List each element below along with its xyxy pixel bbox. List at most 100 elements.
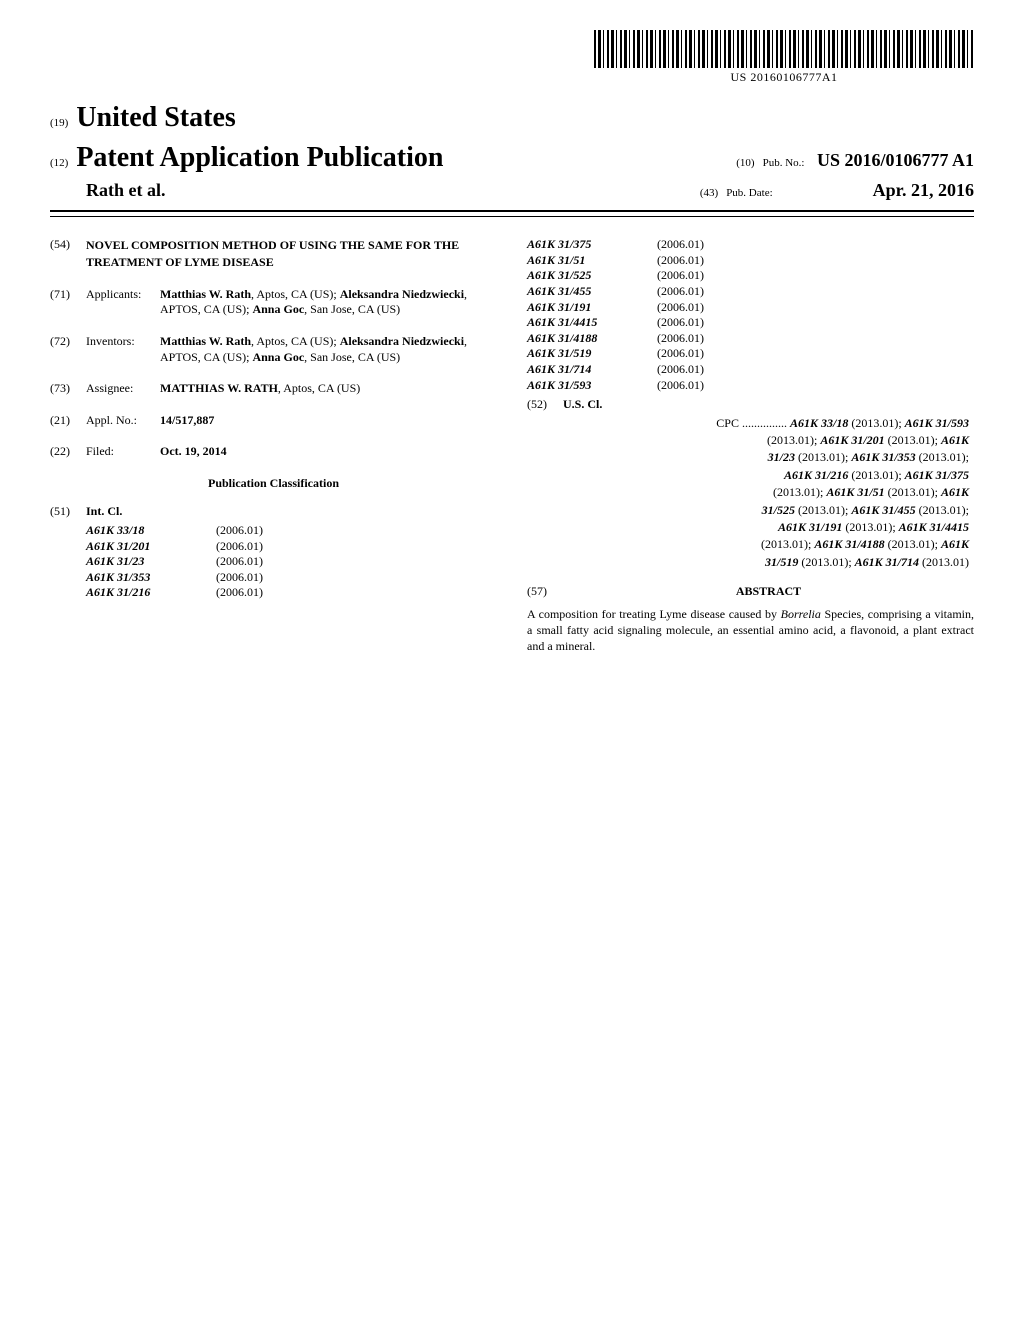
intcl-row: A61K 33/18(2006.01) [86, 523, 497, 539]
intcl-row: A61K 31/714(2006.01) [527, 362, 974, 378]
publication-title: Patent Application Publication [76, 140, 443, 176]
applicants-block: (71) Applicants: Matthias W. Rath, Aptos… [50, 287, 497, 318]
intcl-row: A61K 31/375(2006.01) [527, 237, 974, 253]
invention-title: NOVEL COMPOSITION METHOD OF USING THE SA… [86, 237, 497, 271]
country-name: United States [76, 100, 235, 136]
country-line: (19) United States [50, 100, 974, 136]
field-num-71: (71) [50, 287, 86, 318]
intcl-year: (2006.01) [216, 585, 316, 601]
intcl-code: A61K 31/519 [527, 346, 657, 362]
applno-value: 14/517,887 [160, 413, 497, 429]
field-num-51: (51) [50, 504, 86, 520]
pub-date-line: (43) Pub. Date: Apr. 21, 2016 [700, 179, 974, 202]
intcl-year: (2006.01) [657, 346, 757, 362]
intcl-row: A61K 31/519(2006.01) [527, 346, 974, 362]
intcl-row: A61K 31/525(2006.01) [527, 268, 974, 284]
barcode-graphic [594, 30, 974, 68]
intcl-code: A61K 31/525 [527, 268, 657, 284]
left-column: (54) NOVEL COMPOSITION METHOD OF USING T… [50, 237, 497, 655]
intcl-code: A61K 31/4415 [527, 315, 657, 331]
pub-class-heading: Publication Classification [50, 476, 497, 492]
intcl-code: A61K 31/714 [527, 362, 657, 378]
divider-thin [50, 216, 974, 217]
field-num-43: (43) [700, 186, 718, 200]
intcl-code: A61K 33/18 [86, 523, 216, 539]
inventors-block: (72) Inventors: Matthias W. Rath, Aptos,… [50, 334, 497, 365]
intcl-row: A61K 31/191(2006.01) [527, 300, 974, 316]
pub-title-line: (12) Patent Application Publication (10)… [50, 140, 974, 176]
intcl-code: A61K 31/191 [527, 300, 657, 316]
filed-label: Filed: [86, 444, 160, 460]
intcl-table-left: A61K 33/18(2006.01)A61K 31/201(2006.01)A… [86, 523, 497, 601]
field-num-72: (72) [50, 334, 86, 365]
intcl-year: (2006.01) [657, 378, 757, 394]
inventors-label: Inventors: [86, 334, 160, 365]
pub-date-label: Pub. Date: [726, 186, 772, 200]
applicants-content: Matthias W. Rath, Aptos, CA (US); Aleksa… [160, 287, 497, 318]
author-date-line: Rath et al. (43) Pub. Date: Apr. 21, 201… [50, 179, 974, 202]
two-column-body: (54) NOVEL COMPOSITION METHOD OF USING T… [50, 237, 974, 655]
inventors-content: Matthias W. Rath, Aptos, CA (US); Aleksa… [160, 334, 497, 365]
barcode-section: US 20160106777A1 [594, 30, 974, 86]
barcode-text: US 20160106777A1 [594, 70, 974, 86]
intcl-code: A61K 31/23 [86, 554, 216, 570]
right-column: A61K 31/375(2006.01)A61K 31/51(2006.01)A… [527, 237, 974, 655]
invention-title-block: (54) NOVEL COMPOSITION METHOD OF USING T… [50, 237, 497, 271]
field-num-73: (73) [50, 381, 86, 397]
intcl-row: A61K 31/51(2006.01) [527, 253, 974, 269]
field-num-57: (57) [527, 584, 563, 600]
divider-thick [50, 210, 974, 212]
pub-no-label: Pub. No.: [763, 156, 805, 170]
intcl-code: A61K 31/455 [527, 284, 657, 300]
field-num-21: (21) [50, 413, 86, 429]
intcl-code: A61K 31/201 [86, 539, 216, 555]
intcl-code: A61K 31/375 [527, 237, 657, 253]
cpc-content: CPC ............... A61K 33/18 (2013.01)… [527, 415, 974, 572]
intcl-row: A61K 31/4415(2006.01) [527, 315, 974, 331]
intcl-year: (2006.01) [657, 331, 757, 347]
field-num-12: (12) [50, 156, 68, 170]
pub-no-value: US 2016/0106777 A1 [817, 149, 974, 172]
intcl-code: A61K 31/4188 [527, 331, 657, 347]
intcl-table-right: A61K 31/375(2006.01)A61K 31/51(2006.01)A… [527, 237, 974, 393]
intcl-year: (2006.01) [657, 300, 757, 316]
pub-date-value: Apr. 21, 2016 [873, 179, 974, 202]
authors: Rath et al. [86, 179, 166, 202]
intcl-year: (2006.01) [657, 284, 757, 300]
header-section: (19) United States (12) Patent Applicati… [50, 100, 974, 217]
abstract-text: A composition for treating Lyme disease … [527, 606, 974, 655]
filed-block: (22) Filed: Oct. 19, 2014 [50, 444, 497, 460]
pub-no-line: (10) Pub. No.: US 2016/0106777 A1 [736, 149, 974, 172]
field-num-54: (54) [50, 237, 86, 271]
intcl-year: (2006.01) [216, 554, 316, 570]
intcl-row: A61K 31/216(2006.01) [86, 585, 497, 601]
intcl-code: A61K 31/353 [86, 570, 216, 586]
intcl-code: A61K 31/51 [527, 253, 657, 269]
assignee-content: MATTHIAS W. RATH, Aptos, CA (US) [160, 381, 497, 397]
intcl-year: (2006.01) [657, 362, 757, 378]
applicants-label: Applicants: [86, 287, 160, 318]
intcl-code: A61K 31/216 [86, 585, 216, 601]
filed-value: Oct. 19, 2014 [160, 444, 497, 460]
intcl-label: Int. Cl. [86, 504, 497, 520]
abstract-block: (57) ABSTRACT A composition for treating… [527, 583, 974, 654]
intcl-row: A61K 31/455(2006.01) [527, 284, 974, 300]
intcl-row: A61K 31/4188(2006.01) [527, 331, 974, 347]
field-num-10: (10) [736, 156, 754, 170]
intcl-year: (2006.01) [657, 315, 757, 331]
intcl-year: (2006.01) [657, 268, 757, 284]
assignee-block: (73) Assignee: MATTHIAS W. RATH, Aptos, … [50, 381, 497, 397]
field-num-52: (52) [527, 397, 563, 413]
uscl-label: U.S. Cl. [563, 397, 974, 413]
field-num-19: (19) [50, 116, 68, 130]
applno-label: Appl. No.: [86, 413, 160, 429]
assignee-label: Assignee: [86, 381, 160, 397]
intcl-year: (2006.01) [216, 523, 316, 539]
intcl-row: A61K 31/353(2006.01) [86, 570, 497, 586]
intcl-row: A61K 31/23(2006.01) [86, 554, 497, 570]
field-num-22: (22) [50, 444, 86, 460]
abstract-heading: ABSTRACT [736, 584, 801, 598]
intcl-year: (2006.01) [657, 253, 757, 269]
intcl-year: (2006.01) [216, 570, 316, 586]
intcl-row: A61K 31/201(2006.01) [86, 539, 497, 555]
